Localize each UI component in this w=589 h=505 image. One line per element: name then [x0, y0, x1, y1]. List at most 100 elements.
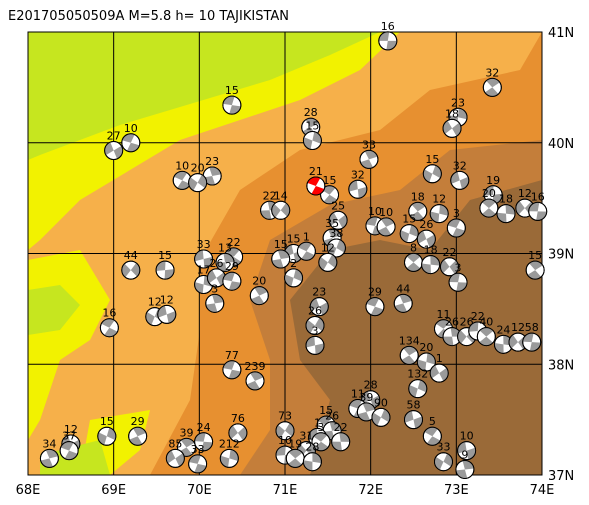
event-beachball: 15: [302, 120, 322, 151]
event-depth-label: 20: [482, 187, 496, 200]
latitude-label: 39N: [548, 248, 574, 263]
event-beachball: 32: [348, 168, 368, 199]
event-depth-label: 15: [287, 233, 301, 246]
event-depth-label: 29: [225, 260, 239, 273]
event-depth-label: 12: [64, 423, 78, 436]
event-depth-label: 10: [175, 159, 189, 172]
event-depth-label: 15: [323, 174, 337, 187]
event-beachball: 37: [59, 430, 79, 461]
event-beachball: 27: [104, 130, 124, 161]
event-depth-label: 37: [62, 430, 76, 443]
event-depth-label: 40: [479, 316, 493, 329]
event-beachball: 15: [222, 84, 242, 115]
event-depth-label: 10: [460, 430, 474, 443]
event-depth-label: 73: [278, 410, 292, 423]
event-depth-label: 11: [436, 308, 450, 321]
event-beachball: 33: [194, 238, 214, 269]
event-depth-label: 23: [451, 96, 465, 109]
event-beachball: 22: [331, 421, 351, 452]
event-depth-label: 134: [399, 334, 420, 347]
event-depth-label: 58: [525, 321, 539, 334]
event-depth-label: 28: [305, 441, 319, 454]
event-beachball: 18: [421, 244, 441, 275]
event-beachball: 10: [457, 430, 477, 461]
event-beachball: 73: [275, 410, 295, 441]
event-beachball: 15: [399, 213, 419, 244]
latitude-label: 40N: [548, 137, 574, 152]
event-beachball: 85: [165, 437, 185, 468]
event-beachball: 16: [528, 190, 548, 221]
event-depth-label: 1: [436, 352, 443, 365]
event-depth-label: 19: [486, 174, 500, 187]
latitude-label: 37N: [548, 469, 574, 484]
event-depth-label: 22: [442, 246, 456, 259]
event-depth-label: 15: [158, 249, 172, 262]
event-beachball: 1: [429, 352, 449, 383]
event-beachball: 29: [128, 415, 148, 446]
event-beachball: 13: [215, 241, 235, 272]
event-depth-label: 3: [311, 324, 318, 337]
event-beachball: 58: [522, 321, 542, 352]
event-depth-label: 77: [225, 349, 239, 362]
axis-labels: 68E 69E 70E 71E 72E 73E 74E 41N 40N 39N 38N 37N: [16, 26, 575, 498]
event-beachball: 20: [479, 187, 499, 218]
event-depth-label: 27: [107, 130, 121, 143]
event-depth-label: 17: [197, 264, 211, 277]
event-depth-label: 12: [518, 187, 532, 200]
event-beachball: 9: [455, 448, 475, 479]
event-depth-label: 9: [461, 448, 468, 461]
event-beachball: 10: [376, 206, 396, 237]
event-depth-label: 90: [374, 396, 388, 409]
latitude-label: 38N: [548, 358, 574, 373]
main-event-beachball: 21: [306, 165, 326, 196]
event-beachball: 3: [446, 207, 466, 238]
event-beachball: 33: [433, 441, 453, 472]
event-beachball: 15: [525, 249, 545, 280]
event-depth-label: 212: [219, 437, 240, 450]
longitude-label: 70E: [187, 483, 212, 498]
event-beachball: 14: [271, 189, 291, 220]
event-beachball: 34: [39, 437, 59, 468]
latitude-label: 41N: [548, 26, 574, 41]
event-depth-label: 132: [407, 368, 428, 381]
event-depth-label: 3: [453, 207, 460, 220]
event-beachball: 32: [482, 66, 502, 97]
longitude-label: 72E: [358, 483, 383, 498]
event-depth-label: 28: [304, 106, 318, 119]
event-depth-label: 16: [531, 190, 545, 203]
event-depth-label: 8: [410, 241, 417, 254]
event-beachball: 90: [371, 396, 391, 427]
event-beachball: 134: [399, 334, 420, 365]
event-beachball: 39: [356, 391, 376, 422]
event-beachball: 58: [404, 399, 423, 430]
event-depth-label: 34: [42, 437, 56, 450]
event-depth-label: 22: [334, 421, 348, 434]
event-beachball: 239: [245, 360, 266, 391]
event-beachball: 32: [450, 159, 470, 190]
event-depth-label: 22: [227, 236, 241, 249]
event-depth-label: 32: [351, 168, 365, 181]
event-depth-label: 23: [312, 286, 326, 299]
map-frame: [27, 31, 543, 476]
event-depth-label: 35: [325, 217, 339, 230]
longitude-label: 69E: [101, 483, 126, 498]
event-beachball: 8: [404, 241, 423, 272]
event-depth-label: 33: [436, 441, 450, 454]
event-beachball: 28: [302, 441, 322, 472]
event-depth-label: 5: [429, 415, 436, 428]
event-depth-label: 39: [359, 391, 373, 404]
event-depth-label: 18: [445, 107, 459, 120]
event-depth-label: 19: [288, 437, 302, 450]
event-depth-label: 20: [252, 275, 266, 288]
event-depth-label: 26: [209, 257, 223, 270]
event-depth-label: 14: [274, 189, 288, 202]
map-title: E201705050509A M=5.8 h= 10 TAJIKISTAN: [8, 9, 289, 24]
event-depth-label: 29: [131, 415, 145, 428]
event-depth-label: 58: [407, 399, 421, 412]
event-depth-label: 16: [102, 307, 116, 320]
event-beachball: 2: [284, 257, 304, 288]
event-beachball: 15: [155, 249, 175, 280]
event-depth-label: 31: [299, 430, 313, 443]
event-depth-label: 15: [319, 404, 333, 417]
event-depth-label: 26: [325, 410, 339, 423]
